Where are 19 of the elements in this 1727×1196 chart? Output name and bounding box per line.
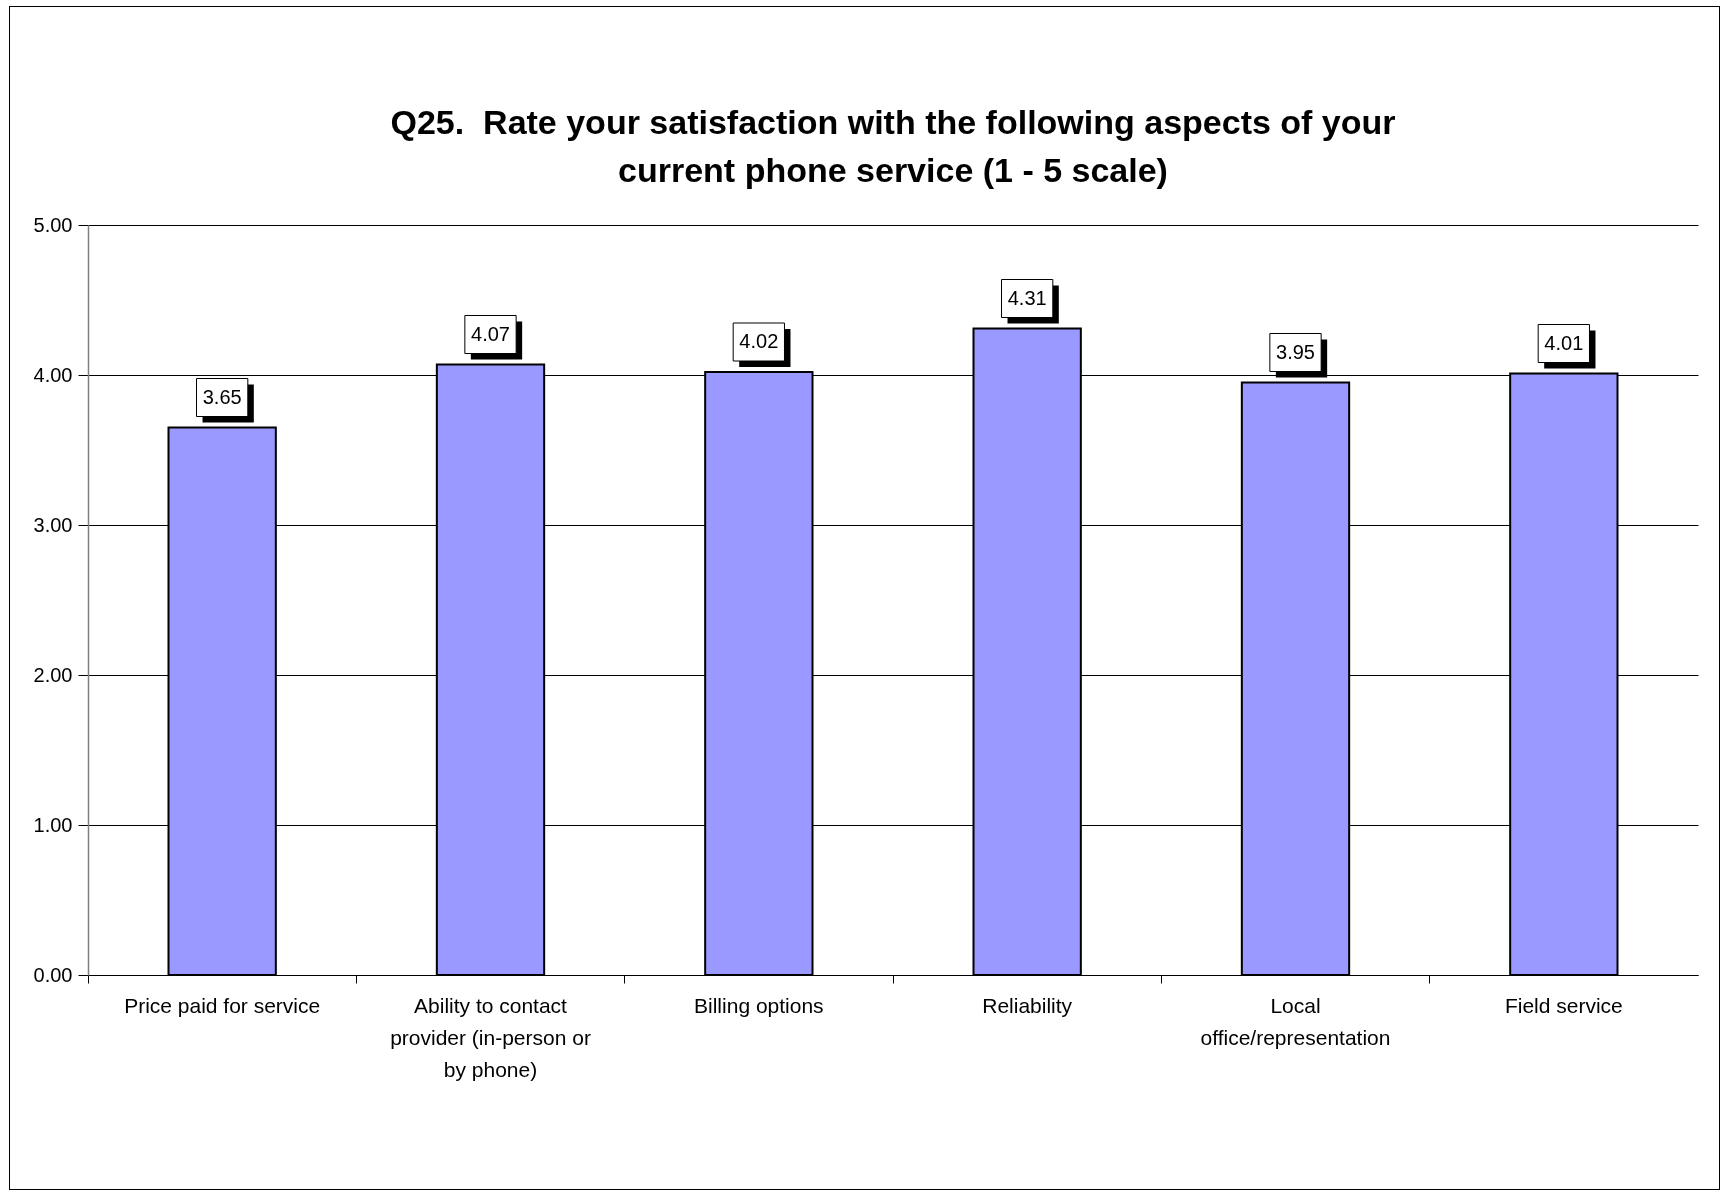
y-tick-label: 2.00	[33, 663, 73, 686]
y-tick-label: 5.00	[33, 213, 73, 236]
x-tick-label: Billing options	[694, 993, 824, 1017]
x-tick-label: Ability to contact provider (in-person or by phone)	[390, 993, 591, 1081]
data-label: 4.07	[471, 322, 510, 345]
x-tick-label: Local office/representation	[1200, 993, 1391, 1049]
y-tick-label: 3.00	[33, 513, 73, 536]
chart-title: Q25. Rate your satisfaction with the following aspects of your current phone service (1 - 5 scale)	[390, 103, 1396, 189]
y-tick-label: 4.00	[33, 363, 73, 386]
data-label: 4.01	[1544, 331, 1584, 354]
data-label: 4.02	[739, 330, 779, 352]
x-tick-label: Reliability	[982, 993, 1073, 1017]
data-label: 3.95	[1276, 340, 1315, 363]
data-label: 4.31	[1007, 286, 1047, 309]
x-tick-label: Field service	[1504, 993, 1623, 1017]
y-tick-label: 0.00	[33, 963, 73, 986]
y-tick-label: 1.00	[33, 813, 73, 836]
data-label: 3.65	[202, 385, 242, 408]
x-tick-label: Price paid for service	[124, 993, 321, 1017]
